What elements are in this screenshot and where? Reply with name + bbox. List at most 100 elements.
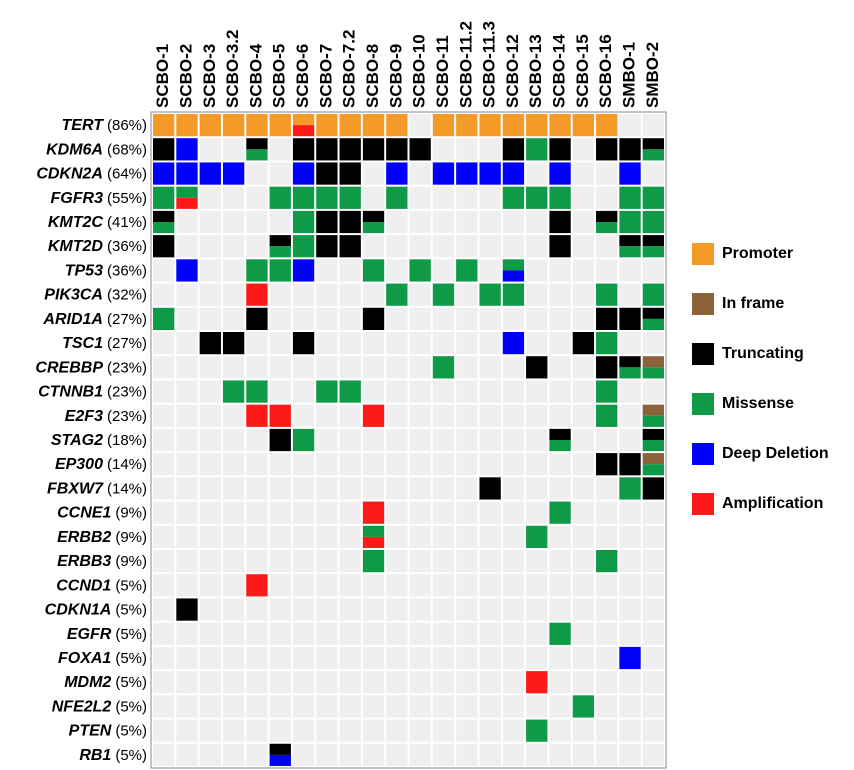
empty-cell xyxy=(199,743,221,766)
alteration xyxy=(292,332,315,355)
alteration xyxy=(176,186,198,198)
alteration xyxy=(176,259,198,282)
empty-cell xyxy=(432,307,455,330)
empty-cell xyxy=(432,574,455,597)
alteration xyxy=(502,259,525,271)
alteration xyxy=(642,283,664,306)
gene-name: KDM6A xyxy=(46,142,103,159)
empty-cell xyxy=(479,356,501,379)
gene-percent: (9%) xyxy=(115,529,147,546)
empty-cell xyxy=(572,501,595,524)
empty-cell xyxy=(409,210,431,234)
empty-cell xyxy=(619,550,641,573)
empty-cell xyxy=(386,210,408,234)
alteration xyxy=(619,162,641,185)
empty-cell xyxy=(572,380,595,403)
empty-cell xyxy=(292,356,315,379)
alteration xyxy=(642,428,664,440)
empty-cell xyxy=(526,477,548,500)
alteration xyxy=(339,210,361,234)
alteration xyxy=(642,149,664,161)
empty-cell xyxy=(526,235,548,258)
empty-cell xyxy=(246,743,268,766)
empty-cell xyxy=(409,695,431,718)
gene-percent: (5%) xyxy=(115,747,147,764)
empty-cell xyxy=(269,671,291,694)
empty-cell xyxy=(339,453,361,476)
empty-cell xyxy=(596,428,618,452)
gene-label: FOXA1 (5%) xyxy=(58,650,147,667)
empty-cell xyxy=(572,477,595,500)
alteration xyxy=(269,259,291,282)
alteration xyxy=(292,125,315,137)
alteration xyxy=(596,356,618,379)
empty-cell xyxy=(176,404,198,427)
gene-percent: (9%) xyxy=(115,505,147,522)
empty-cell xyxy=(479,646,501,670)
alteration xyxy=(199,332,221,355)
gene-label: KMT2D (36%) xyxy=(48,238,147,255)
alteration xyxy=(339,380,361,403)
empty-cell xyxy=(502,598,525,621)
empty-cell xyxy=(432,332,455,355)
empty-cell xyxy=(572,598,595,621)
empty-cell xyxy=(526,574,548,597)
sample-label: SCBO-11 xyxy=(433,35,452,108)
empty-cell xyxy=(572,671,595,694)
empty-cell xyxy=(269,646,291,670)
empty-cell xyxy=(572,356,595,379)
empty-cell xyxy=(596,743,618,766)
empty-cell xyxy=(432,525,455,548)
empty-cell xyxy=(432,404,455,427)
empty-cell xyxy=(432,671,455,694)
empty-cell xyxy=(572,743,595,766)
gene-name: ERBB3 xyxy=(57,553,111,570)
empty-cell xyxy=(246,550,268,573)
alteration xyxy=(642,246,664,258)
alteration xyxy=(572,695,595,718)
alteration xyxy=(642,453,664,465)
gene-name: ARID1A xyxy=(42,311,103,328)
empty-cell xyxy=(199,550,221,573)
gene-percent: (36%) xyxy=(107,262,147,279)
gene-label: CTNNB1 (23%) xyxy=(38,384,147,401)
empty-cell xyxy=(619,525,641,548)
gene-name: RB1 xyxy=(79,747,111,764)
empty-cell xyxy=(269,453,291,476)
alteration xyxy=(153,138,175,161)
sample-label: SCBO-7.2 xyxy=(340,30,359,108)
legend-label: Amplification xyxy=(722,495,823,512)
empty-cell xyxy=(292,598,315,621)
empty-cell xyxy=(549,477,571,500)
empty-cell xyxy=(549,550,571,573)
empty-cell xyxy=(642,550,664,573)
gene-label: CCND1 (5%) xyxy=(56,577,147,594)
alteration xyxy=(362,307,385,330)
alteration xyxy=(549,162,571,185)
gene-label: ERBB3 (9%) xyxy=(57,553,147,570)
empty-cell xyxy=(619,622,641,645)
legend-swatch xyxy=(692,443,714,465)
empty-cell xyxy=(432,186,455,209)
gene-percent: (5%) xyxy=(115,577,147,594)
empty-cell xyxy=(199,646,221,670)
alteration xyxy=(153,210,175,222)
empty-cell xyxy=(572,138,595,161)
empty-cell xyxy=(176,332,198,355)
empty-cell xyxy=(339,622,361,645)
empty-cell xyxy=(642,574,664,597)
gene-label: TP53 (36%) xyxy=(65,262,147,279)
alteration xyxy=(596,222,618,234)
empty-cell xyxy=(176,356,198,379)
empty-cell xyxy=(199,259,221,282)
empty-cell xyxy=(456,332,478,355)
empty-cell xyxy=(596,501,618,524)
empty-cell xyxy=(386,646,408,670)
empty-cell xyxy=(502,380,525,403)
empty-cell xyxy=(269,525,291,548)
empty-cell xyxy=(479,501,501,524)
empty-cell xyxy=(386,598,408,621)
empty-cell xyxy=(526,307,548,330)
alteration xyxy=(339,235,361,258)
empty-cell xyxy=(572,210,595,234)
